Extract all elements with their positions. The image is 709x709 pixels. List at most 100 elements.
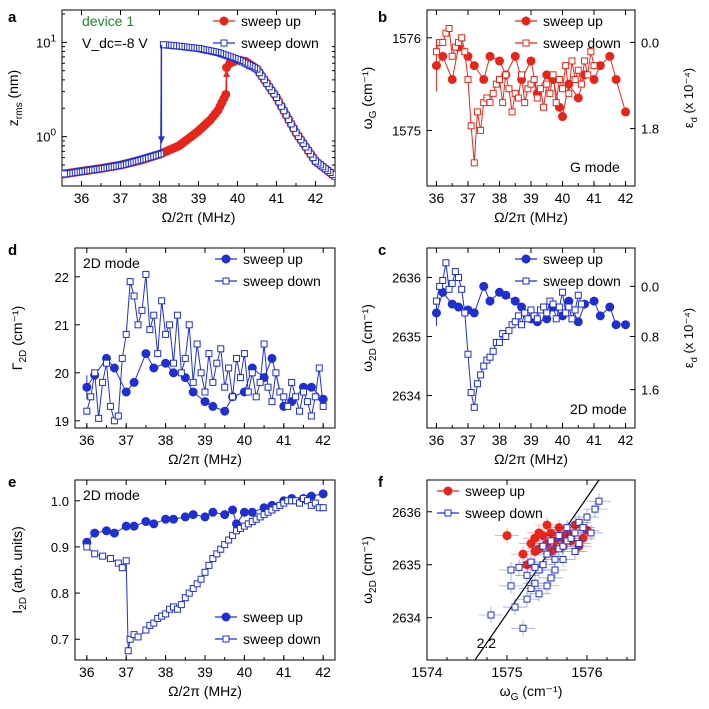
legend-label-up: sweep up xyxy=(243,251,303,267)
data-point xyxy=(181,594,189,602)
data-point xyxy=(319,402,327,410)
data-point xyxy=(106,554,114,562)
data-point xyxy=(280,393,288,401)
legend-marker-down xyxy=(522,277,530,285)
mode-label: G mode xyxy=(570,159,620,175)
y-axis-label: ω2D (cm⁻¹) xyxy=(359,304,379,372)
panel-e: e 36 37 38 39 40 41 42 0.7 0.8 0.9 1.0 Ω/2π (MHz) I2D… xyxy=(8,474,336,699)
data-point xyxy=(209,554,217,562)
y-axis-label: ωG (cm⁻¹) xyxy=(359,67,379,130)
data-point xyxy=(473,108,481,116)
y-right-tick-label: 0.0 xyxy=(641,35,659,50)
data-point xyxy=(477,126,485,134)
data-point xyxy=(162,610,170,618)
data-point xyxy=(154,350,162,358)
x-axis-label: Ω/2π (MHz) xyxy=(168,683,242,699)
y-axis-label: ω2D (cm⁻¹) xyxy=(359,536,379,604)
data-point xyxy=(526,56,536,66)
data-point xyxy=(221,89,231,99)
legend: sweep up sweep down xyxy=(213,13,319,51)
data-point xyxy=(146,326,154,334)
data-point xyxy=(200,397,210,407)
data-point xyxy=(188,387,198,397)
data-point xyxy=(571,306,579,314)
data-point xyxy=(611,74,621,84)
data-point xyxy=(467,389,475,397)
legend-label-up: sweep up xyxy=(543,13,603,29)
data-point xyxy=(83,543,91,551)
data-point xyxy=(583,513,591,521)
data-point xyxy=(502,333,510,341)
data-point xyxy=(168,514,178,524)
data-point xyxy=(486,99,494,107)
data-point xyxy=(547,574,555,582)
data-point xyxy=(162,330,170,338)
data-point xyxy=(487,611,495,619)
data-point xyxy=(531,563,539,571)
mode-label: 2D mode xyxy=(83,255,140,271)
legend-label-down: sweep down xyxy=(241,35,319,51)
x-axis-label: Ω/2π (MHz) xyxy=(494,209,568,225)
data-point xyxy=(527,306,535,314)
data-point xyxy=(531,579,539,587)
x-tick-label: 41 xyxy=(586,190,602,206)
data-point xyxy=(530,546,540,556)
plot-area xyxy=(474,480,611,660)
x-tick-label: 37 xyxy=(460,190,476,206)
data-point xyxy=(543,80,551,88)
data-point xyxy=(499,99,507,107)
data-point xyxy=(543,582,551,590)
legend-marker-up xyxy=(521,16,531,26)
x-tick-label: 40 xyxy=(555,190,571,206)
data-point xyxy=(150,619,158,627)
data-point xyxy=(549,71,557,79)
series-sweep-up xyxy=(62,55,335,179)
data-point xyxy=(193,580,201,588)
legend: sweep up sweep down xyxy=(515,251,621,289)
data-point xyxy=(511,603,519,611)
data-point xyxy=(315,364,323,372)
data-point xyxy=(533,94,541,102)
panel-a: a 36 37 38 39 40 41 42 100 101 Ω/2π (MHz) zrms (nm)… xyxy=(5,9,336,225)
data-point xyxy=(536,85,544,93)
data-point xyxy=(523,595,531,603)
data-point xyxy=(161,358,171,368)
data-point xyxy=(217,345,225,353)
series-sweep-down xyxy=(432,259,585,411)
data-point xyxy=(555,303,563,311)
data-point xyxy=(534,528,544,538)
data-point xyxy=(177,369,185,377)
legend-marker-up xyxy=(221,254,231,264)
legend: sweep up sweep down xyxy=(215,609,321,647)
data-point xyxy=(95,414,103,422)
data-point xyxy=(535,590,543,598)
legend-marker-down xyxy=(222,635,230,643)
panel-label: d xyxy=(8,242,17,259)
data-point xyxy=(276,388,284,396)
data-point xyxy=(549,300,557,308)
data-point xyxy=(239,507,249,517)
panel-label: c xyxy=(378,242,386,259)
data-point xyxy=(296,407,304,415)
x-tick-label: 38 xyxy=(158,432,174,448)
data-point xyxy=(505,327,513,335)
data-point xyxy=(201,388,209,396)
x-tick-label: 37 xyxy=(118,432,134,448)
data-point xyxy=(149,519,159,529)
data-point xyxy=(432,297,440,305)
data-point xyxy=(91,550,99,558)
data-point xyxy=(495,75,503,83)
data-point xyxy=(442,259,450,267)
data-point xyxy=(103,359,111,367)
data-point xyxy=(126,635,134,643)
data-point xyxy=(508,108,516,116)
data-point xyxy=(438,51,448,61)
data-point xyxy=(138,306,146,314)
plot-area xyxy=(82,270,328,425)
data-point xyxy=(185,589,193,597)
data-point xyxy=(581,57,589,65)
legend: sweep up sweep down xyxy=(515,13,621,51)
data-point xyxy=(220,406,230,416)
x-tick-label: 41 xyxy=(276,432,292,448)
